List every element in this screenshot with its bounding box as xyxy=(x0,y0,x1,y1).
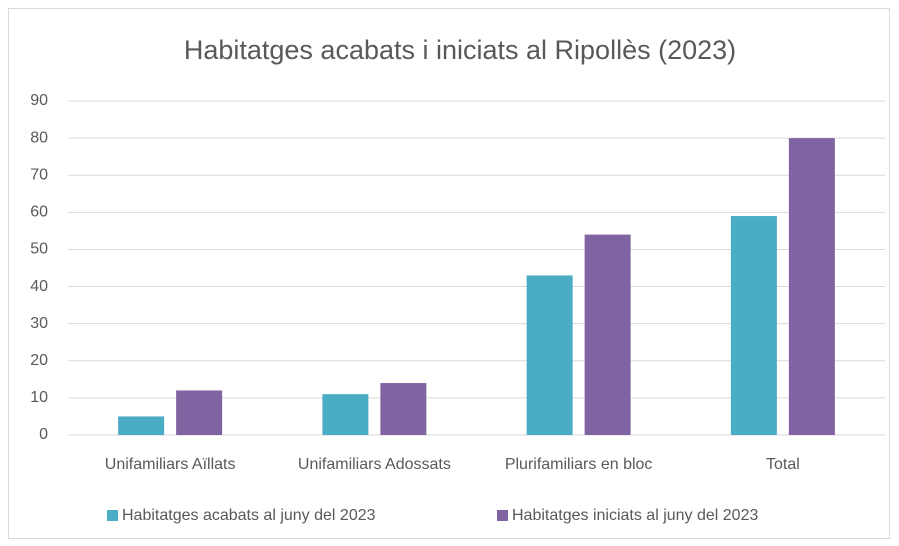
y-tick-label: 90 xyxy=(30,92,48,109)
legend-swatch xyxy=(497,510,508,521)
legend-label: Habitatges iniciats al juny del 2023 xyxy=(512,507,758,524)
x-tick-label: Unifamiliars Aïllats xyxy=(105,456,236,473)
x-tick-label: Plurifamiliars en bloc xyxy=(505,456,653,473)
y-tick-label: 50 xyxy=(30,241,48,258)
y-tick-label: 30 xyxy=(30,315,48,332)
y-tick-label: 20 xyxy=(30,352,48,369)
x-tick-label: Unifamiliars Adossats xyxy=(298,456,451,473)
bar xyxy=(322,394,369,435)
y-tick-label: 70 xyxy=(30,166,48,183)
legend-swatch xyxy=(107,510,118,521)
bar xyxy=(730,216,777,435)
legend-label: Habitatges acabats al juny del 2023 xyxy=(122,507,376,524)
y-tick-label: 80 xyxy=(30,129,48,146)
bar xyxy=(526,275,573,435)
y-tick-label: 40 xyxy=(30,278,48,295)
bar xyxy=(380,383,427,435)
y-tick-label: 60 xyxy=(30,204,48,221)
bar xyxy=(584,234,631,435)
y-tick-label: 10 xyxy=(30,389,48,406)
x-tick-label: Total xyxy=(766,456,800,473)
bar xyxy=(118,416,165,435)
bar xyxy=(788,138,835,435)
y-tick-label: 0 xyxy=(39,426,48,443)
bar xyxy=(176,390,223,435)
chart-title: Habitatges acabats i iniciats al Ripollè… xyxy=(184,35,736,65)
